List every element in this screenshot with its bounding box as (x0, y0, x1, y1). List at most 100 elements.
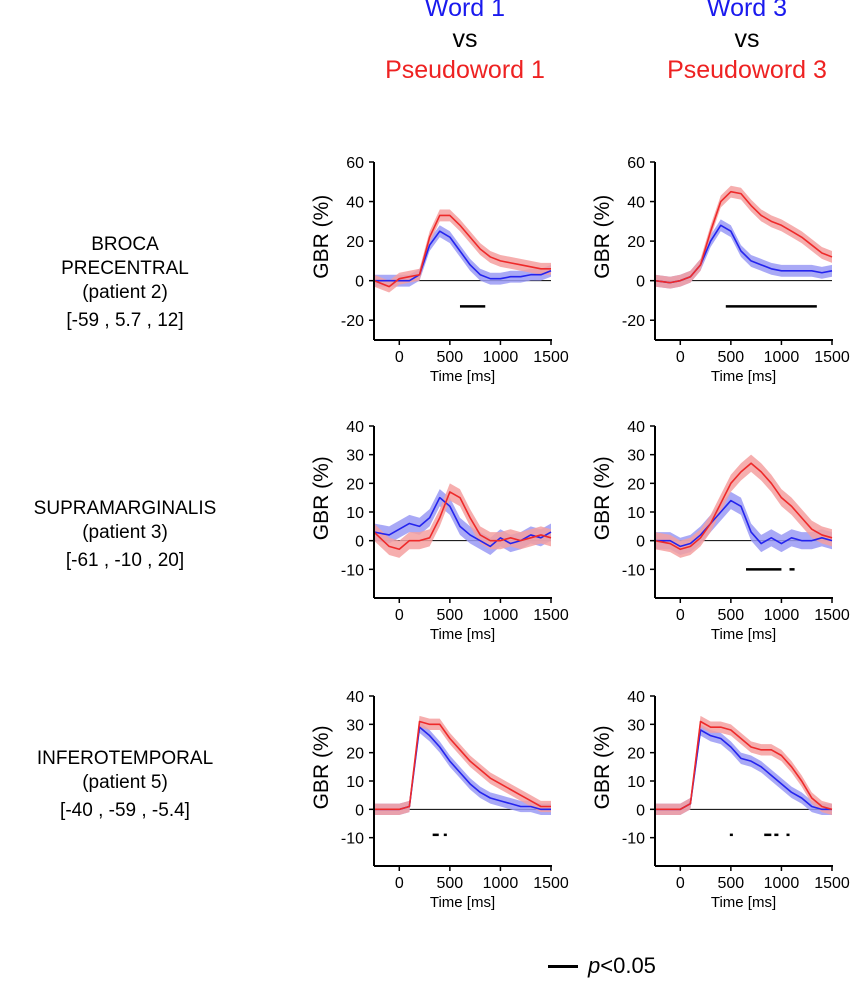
y-axis-label: GBR (%) (591, 195, 614, 279)
sem-band-pseudoword (374, 209, 551, 293)
x-axis-label: Time [ms] (711, 368, 776, 385)
y-tick-label: -10 (622, 831, 645, 848)
x-tick-label: 500 (718, 349, 745, 366)
x-tick-label: 500 (437, 349, 464, 366)
column-header-2-pseudoword: Pseudoword 3 (667, 56, 827, 84)
y-tick-label: 20 (627, 476, 645, 493)
chart-panel-4: -10 0 10 20 30 40 0 500 1000 1500 Time [ms] GBR (%) (591, 419, 850, 643)
x-tick-label: 1000 (764, 349, 800, 366)
y-tick-label: 40 (627, 689, 645, 706)
row-patient: (patient 3) (82, 522, 168, 543)
y-tick-label: 20 (627, 746, 645, 763)
y-tick-label: 0 (355, 534, 364, 551)
x-axis-label: Time [ms] (711, 894, 776, 911)
row-region-line: INFEROTEMPORAL (36, 748, 214, 769)
y-tick-label: 0 (355, 274, 364, 291)
x-tick-label: 0 (395, 875, 404, 892)
row-label-broca: BROCA PRECENTRAL (patient 2) [-59 , 5.7 … (0, 233, 250, 333)
row-region-line: PRECENTRAL (61, 258, 189, 279)
legend-line-swatch (548, 964, 578, 968)
row-region-line: SUPRAMARGINALIS (33, 498, 217, 519)
column-header-2-vs: vs (734, 25, 760, 53)
y-tick-label: 30 (346, 717, 364, 734)
row-patient: (patient 2) (82, 282, 168, 303)
x-tick-label: 1000 (764, 875, 800, 892)
series-line-pseudoword (654, 190, 833, 284)
y-tick-label: 60 (346, 155, 364, 172)
x-tick-label: 1000 (483, 607, 519, 624)
x-tick-label: 1000 (764, 607, 800, 624)
row-label-supramarginalis: SUPRAMARGINALIS (patient 3) [-61 , -10 ,… (0, 497, 250, 573)
x-tick-label: 500 (718, 875, 745, 892)
y-tick-label: 0 (636, 802, 645, 819)
x-tick-label: 1500 (533, 875, 569, 892)
x-axis-label: Time [ms] (711, 626, 776, 643)
y-tick-label: 30 (346, 448, 364, 465)
x-tick-label: 0 (676, 875, 685, 892)
x-tick-label: 1500 (814, 607, 850, 624)
column-header-1-word: Word 1 (424, 0, 506, 22)
series-line-pseudoword (655, 720, 833, 811)
y-tick-label: 20 (627, 234, 645, 251)
x-tick-label: 500 (718, 607, 745, 624)
y-tick-label: -10 (341, 562, 364, 579)
y-axis-label: GBR (%) (310, 195, 333, 279)
row-region-line: BROCA (91, 234, 159, 255)
x-axis-label: Time [ms] (430, 368, 495, 385)
row-coords: [-61 , -10 , 20] (65, 550, 185, 571)
y-tick-label: 30 (627, 448, 645, 465)
y-tick-label: 10 (346, 505, 364, 522)
y-tick-label: 0 (636, 274, 645, 291)
significance-legend: p<0.05 (548, 951, 656, 981)
x-tick-label: 0 (395, 607, 404, 624)
y-tick-label: 20 (346, 234, 364, 251)
row-label-inferotemporal: INFEROTEMPORAL (patient 5) [-40 , -59 , … (0, 747, 250, 823)
x-axis-label: Time [ms] (430, 626, 495, 643)
x-tick-label: 0 (676, 607, 685, 624)
chart-panel-6: -10 0 10 20 30 40 0 500 1000 1500 Time [ms] GBR (%) (591, 689, 850, 911)
sem-band-pseudoword (655, 185, 832, 289)
sem-band-pseudoword (655, 715, 832, 815)
x-axis-label: Time [ms] (430, 894, 495, 911)
y-tick-label: 0 (355, 802, 364, 819)
y-tick-label: 0 (636, 534, 645, 551)
y-tick-label: 40 (346, 195, 364, 212)
x-tick-label: 1500 (814, 875, 850, 892)
y-tick-label: 40 (346, 689, 364, 706)
chart-panel-2: -20 0 20 40 60 0 500 1000 1500 Time [ms] GBR (%) (591, 155, 850, 385)
y-tick-label: -20 (622, 313, 645, 330)
y-tick-label: -10 (341, 831, 364, 848)
y-axis-label: GBR (%) (310, 725, 333, 809)
row-coords: [-59 , 5.7 , 12] (66, 310, 184, 331)
x-tick-label: 1500 (533, 607, 569, 624)
x-tick-label: 1000 (483, 875, 519, 892)
sem-band-pseudoword (374, 715, 551, 815)
sem-band-word (655, 724, 832, 815)
legend-p-value: <0.05 (600, 953, 656, 978)
y-tick-label: 20 (346, 746, 364, 763)
x-tick-label: 500 (437, 607, 464, 624)
x-tick-label: 1000 (483, 349, 519, 366)
column-header-2-word: Word 3 (706, 0, 788, 22)
chart-panel-1: -20 0 20 40 60 0 500 1000 1500 Time [ms] GBR (%) (310, 155, 569, 385)
y-tick-label: 20 (346, 476, 364, 493)
chart-panel-3: -10 0 10 20 30 40 0 500 1000 1500 Time [ms] GBR (%) (310, 419, 569, 643)
y-axis-label: GBR (%) (591, 725, 614, 809)
y-tick-label: -20 (341, 313, 364, 330)
y-tick-label: 10 (627, 774, 645, 791)
y-tick-label: 60 (627, 155, 645, 172)
column-header-1-vs: vs (452, 25, 478, 53)
y-tick-label: 40 (346, 419, 364, 436)
row-patient: (patient 5) (82, 772, 168, 793)
x-tick-label: 1500 (814, 349, 850, 366)
y-tick-label: 10 (627, 505, 645, 522)
column-header-1: Word 1 vs Pseudoword 1 (335, 0, 595, 86)
series-line-pseudoword (654, 462, 833, 551)
legend-text: p<0.05 (588, 953, 656, 979)
y-axis-label: GBR (%) (310, 456, 333, 540)
y-tick-label: 10 (346, 774, 364, 791)
series-line-pseudoword (374, 720, 551, 811)
x-tick-label: 1500 (533, 349, 569, 366)
row-coords: [-40 , -59 , -5.4] (60, 800, 190, 821)
legend-p-symbol: p (588, 953, 601, 978)
